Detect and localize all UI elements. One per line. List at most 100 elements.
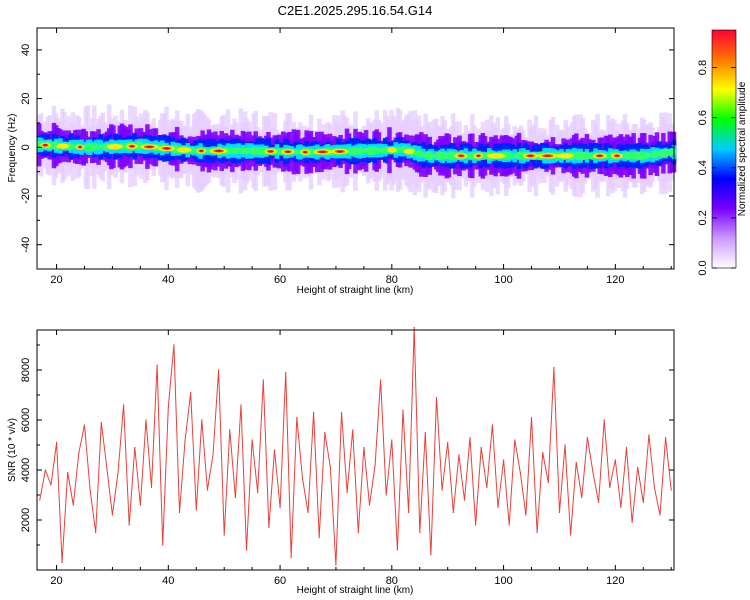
snr-x-tick-label: 40 (162, 575, 174, 587)
figure-title: C2E1.2025.295.16.54.G14 (278, 3, 433, 18)
heatmap-peak-red (336, 150, 343, 153)
snr-point (312, 411, 315, 414)
snr-point (229, 429, 231, 431)
snr-point (61, 561, 63, 564)
snr-point (67, 471, 69, 474)
snr-point (184, 439, 186, 441)
snr-y-tick-label: 6000 (20, 408, 32, 432)
snr-point (385, 494, 387, 496)
snr-y-tick-label: 2000 (20, 508, 32, 532)
heatmap-peak-red (129, 145, 135, 148)
heatmap-peak-red (458, 154, 464, 157)
snr-point (653, 486, 656, 489)
snr-point (195, 509, 197, 511)
snr-point (475, 524, 477, 526)
snr-point (83, 424, 86, 426)
snr-point (642, 501, 644, 504)
heatmap-peak-red (78, 146, 82, 149)
snr-point (581, 496, 583, 499)
snr-point (44, 469, 46, 471)
snr-point (296, 416, 298, 419)
snr-point (279, 506, 281, 509)
snr-x-tick-label: 100 (494, 575, 512, 587)
heatmap-x-axis-title: Height of straight line (km) (297, 285, 414, 296)
snr-point (290, 556, 292, 559)
snr-x-tick-label: 20 (50, 575, 62, 587)
snr-point (413, 326, 415, 329)
snr-point (430, 554, 432, 556)
snr-point (100, 421, 102, 424)
snr-point (201, 419, 203, 421)
snr-point (245, 549, 248, 551)
snr-x-tick-label: 60 (274, 575, 286, 587)
snr-point (363, 446, 365, 449)
heatmap-y-axis: -40 -20 0 20 40 (20, 44, 674, 270)
snr-point (419, 531, 421, 534)
snr-point (424, 431, 426, 434)
snr-point (262, 379, 264, 381)
snr-point (558, 511, 561, 514)
snr-point (340, 411, 343, 414)
snr-point (469, 436, 471, 439)
snr-y-axis-title: SNR (10 * v/v) (7, 418, 18, 482)
snr-point (257, 491, 259, 494)
snr-points (39, 326, 672, 566)
snr-point (597, 501, 600, 504)
heatmap-peak-red (268, 150, 273, 153)
heatmap-peak-yellow (556, 153, 574, 159)
heatmap-peaks (40, 142, 623, 159)
heatmap-frame (36, 27, 675, 270)
snr-point (407, 511, 410, 514)
heatmap-x-tick-label: 120 (606, 274, 624, 286)
colorbar-gradient (712, 30, 736, 268)
snr-point (167, 406, 169, 409)
heatmap-x-tick-label: 80 (386, 274, 398, 286)
snr-point (301, 476, 304, 479)
heatmap-peak-red (146, 145, 153, 148)
snr-point (134, 446, 136, 449)
snr-point (609, 486, 611, 489)
snr-point (212, 454, 214, 456)
heatmap-y-tick-label: -20 (20, 188, 32, 204)
heatmap-peak-yellow (403, 148, 415, 154)
colorbar-tick-label: 0.6 (697, 110, 709, 125)
snr-point (480, 446, 482, 449)
snr-point (625, 446, 628, 449)
snr-point (368, 504, 371, 506)
heatmap-peak-red (476, 154, 481, 157)
snr-point (620, 506, 622, 509)
snr-point (346, 491, 348, 494)
snr-point (329, 466, 331, 469)
snr-point (575, 461, 577, 464)
snr-point (391, 439, 393, 441)
snr-point (519, 471, 521, 474)
snr-point (441, 489, 443, 491)
heatmap-peak-red (319, 150, 326, 153)
snr-point (307, 511, 309, 514)
heatmap-x-tick-label: 40 (162, 274, 174, 286)
snr-point (357, 531, 359, 534)
snr-point (452, 511, 454, 514)
colorbar-tick-label: 0.8 (697, 60, 709, 75)
snr-point (268, 526, 270, 529)
colorbar-title: Normalized spectral amplitude (737, 81, 748, 216)
heatmap-y-tick-label: 40 (20, 44, 32, 56)
snr-point (570, 534, 572, 536)
colorbar-tick-label: 0.0 (697, 260, 709, 275)
snr-point (145, 419, 147, 421)
snr-point (335, 564, 337, 566)
snr-point (614, 459, 616, 461)
snr-point (352, 429, 354, 431)
snr-point (285, 371, 287, 374)
heatmap-x-axis: 20 40 60 80 100 120 (50, 28, 672, 286)
snr-point (564, 444, 566, 446)
snr-point (251, 439, 253, 441)
snr-panel: 20 40 60 80 100 120 2000 4000 6000 8000 Height o… (7, 326, 675, 596)
heatmap-y-axis-title: Frequency (Hz) (7, 114, 18, 183)
heatmap-peak-red (285, 150, 291, 153)
snr-point (178, 511, 181, 514)
snr-point (463, 499, 466, 501)
snr-point (508, 524, 510, 526)
heatmap-peak-yellow (486, 153, 506, 159)
